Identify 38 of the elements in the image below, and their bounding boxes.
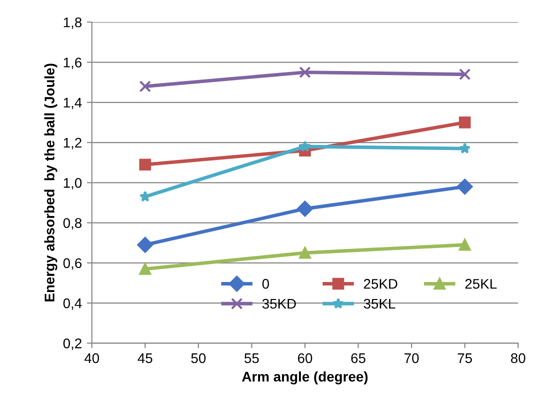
x-tick-label: 75 bbox=[458, 353, 472, 364]
legend-label: 25KL bbox=[465, 278, 497, 289]
point bbox=[299, 140, 311, 152]
y-tick-label: 0,6 bbox=[63, 258, 82, 270]
point bbox=[139, 158, 152, 171]
x-axis-title: Arm angle (degree) bbox=[242, 371, 368, 384]
x-tick-label: 70 bbox=[404, 353, 419, 364]
x-tick-label: 60 bbox=[298, 353, 312, 364]
point bbox=[458, 116, 471, 128]
y-tick-label: 0,2 bbox=[63, 338, 82, 350]
legend-label: 0 bbox=[262, 278, 270, 289]
point bbox=[458, 68, 471, 80]
y-tick-label: 1,4 bbox=[64, 98, 82, 110]
x-tick-label: 45 bbox=[138, 353, 152, 364]
point bbox=[139, 80, 152, 92]
legend-label: 35KD bbox=[262, 298, 296, 309]
point bbox=[456, 178, 473, 195]
y-tick-label: 1,2 bbox=[64, 138, 82, 150]
point bbox=[139, 263, 152, 275]
point bbox=[299, 246, 311, 259]
y-tick-label: 0,4 bbox=[63, 298, 82, 310]
point bbox=[137, 236, 154, 253]
point bbox=[299, 66, 311, 78]
y-tick-label: 0,8 bbox=[63, 218, 82, 230]
point bbox=[458, 238, 471, 251]
point bbox=[459, 142, 470, 154]
y-tick-label: 1,8 bbox=[64, 17, 82, 29]
x-tick-label: 80 bbox=[510, 353, 526, 364]
x-tick-label: 50 bbox=[191, 353, 206, 364]
legend-label: 25KD bbox=[364, 278, 398, 289]
y-tick-label: 1,6 bbox=[64, 58, 82, 70]
y-axis-title: Energy absorbed by the ball (Joule) bbox=[44, 64, 58, 302]
point bbox=[297, 200, 313, 217]
y-tick-label: 1,0 bbox=[64, 178, 82, 190]
x-tick-label: 65 bbox=[351, 353, 366, 364]
legend-label: 35KL bbox=[364, 298, 396, 309]
x-tick-label: 40 bbox=[84, 353, 100, 364]
x-tick-label: 55 bbox=[244, 353, 259, 364]
